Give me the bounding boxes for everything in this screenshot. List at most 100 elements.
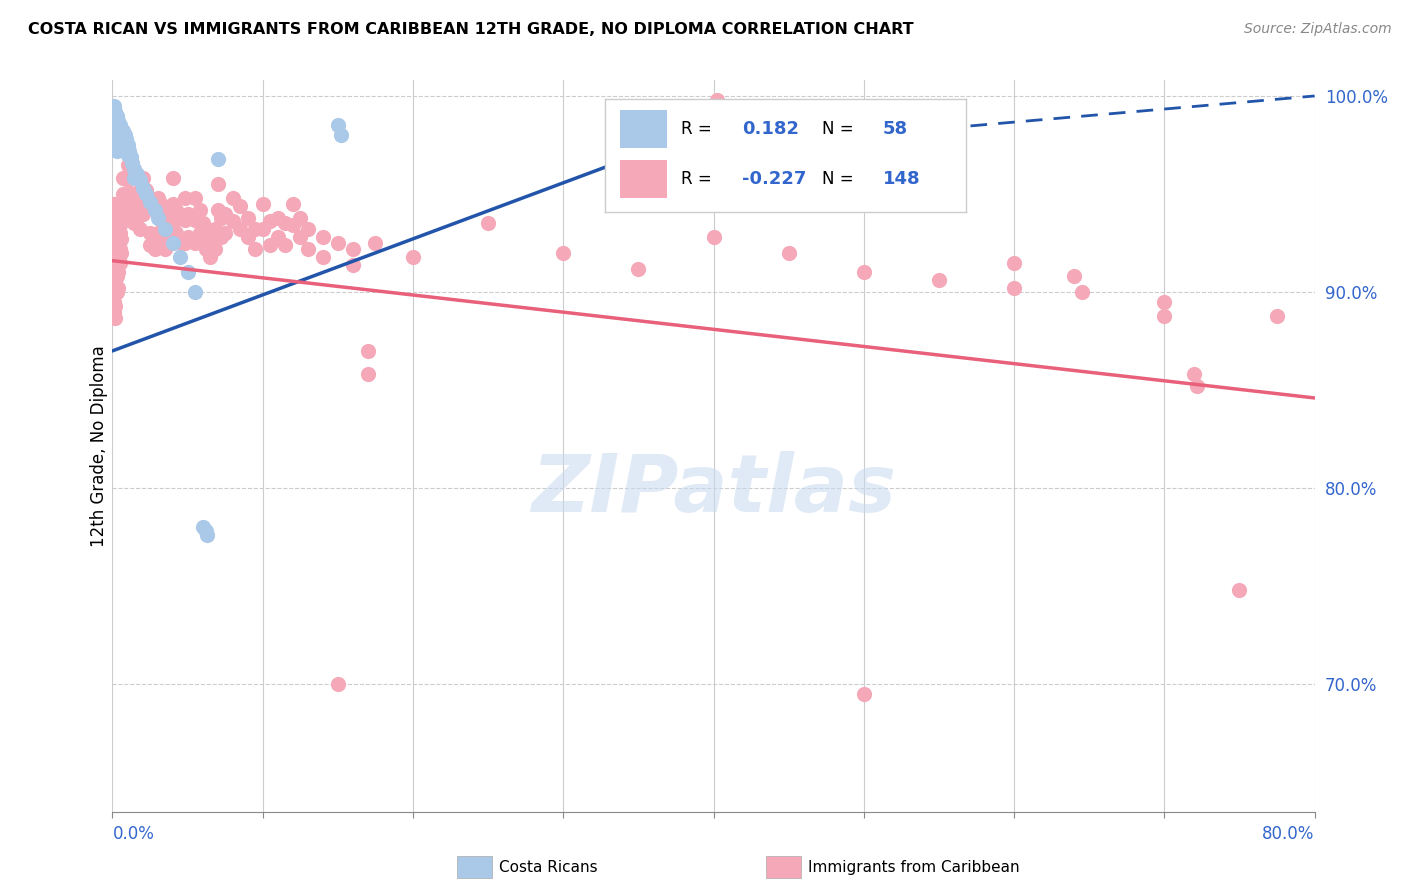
Point (103, 114, 125, 128)
Point (1187, 379, 1209, 393)
Point (143, 242, 166, 256)
Point (107, 122, 129, 136)
Point (108, 211, 131, 225)
Point (105, 230, 128, 244)
Point (120, 171, 142, 186)
Point (259, 214, 281, 228)
Point (135, 196, 157, 211)
Point (104, 128, 127, 143)
Point (222, 214, 245, 228)
Point (1063, 269, 1085, 284)
Point (778, 245, 800, 260)
Point (103, 255, 125, 269)
Point (104, 216, 127, 230)
Point (702, 230, 725, 244)
Point (105, 242, 128, 256)
Point (105, 269, 128, 284)
Point (143, 202, 166, 217)
Point (110, 232, 132, 246)
Point (188, 202, 211, 217)
Point (146, 226, 169, 240)
Text: N =: N = (821, 170, 853, 188)
Point (104, 104, 127, 119)
Point (274, 216, 297, 230)
Point (259, 238, 281, 252)
Point (131, 171, 153, 186)
Point (229, 222, 252, 236)
Point (143, 230, 166, 244)
Point (125, 211, 148, 225)
Point (1002, 255, 1025, 269)
Point (153, 242, 176, 256)
Point (105, 144, 128, 158)
Point (103, 206, 125, 220)
Point (162, 196, 184, 211)
Point (297, 242, 319, 256)
Point (204, 222, 226, 236)
Point (110, 130, 132, 145)
Point (207, 202, 229, 217)
Point (159, 211, 181, 225)
Point (149, 196, 172, 211)
Point (173, 212, 195, 227)
Point (131, 181, 153, 195)
Point (852, 687, 875, 701)
Point (236, 211, 259, 225)
Point (312, 230, 335, 244)
Point (149, 230, 172, 244)
Point (159, 230, 181, 244)
Point (103, 304, 125, 318)
Point (120, 187, 142, 202)
Point (852, 265, 875, 279)
Point (104, 255, 127, 269)
Point (128, 183, 150, 197)
Point (165, 226, 187, 240)
Point (326, 119, 349, 133)
Point (281, 196, 304, 211)
Point (477, 216, 499, 230)
Point (103, 285, 125, 299)
Text: Costa Ricans: Costa Ricans (499, 860, 598, 874)
Text: 58: 58 (883, 120, 908, 138)
Bar (620, 160, 666, 198)
Point (149, 212, 172, 227)
Point (1184, 368, 1206, 382)
Point (122, 202, 145, 217)
Point (114, 206, 136, 220)
Point (135, 187, 157, 202)
Point (105, 119, 128, 133)
Point (111, 171, 134, 186)
Point (115, 211, 138, 225)
Point (110, 216, 132, 230)
Point (110, 122, 132, 136)
Point (553, 245, 575, 260)
Point (169, 250, 191, 264)
Point (357, 343, 380, 358)
Point (103, 275, 125, 289)
Point (117, 138, 139, 153)
Bar (620, 110, 666, 148)
Point (103, 226, 125, 240)
Point (245, 222, 267, 236)
Point (105, 138, 128, 153)
Point (281, 219, 304, 233)
Point (184, 191, 207, 205)
Point (169, 211, 191, 225)
Point (111, 187, 134, 202)
Point (122, 216, 145, 230)
Point (236, 230, 259, 244)
Point (105, 285, 128, 299)
Point (267, 230, 290, 244)
Point (928, 273, 950, 287)
Point (108, 119, 131, 133)
Point (214, 226, 236, 240)
Point (118, 144, 141, 158)
Point (110, 245, 132, 260)
Point (120, 150, 142, 164)
Point (107, 281, 129, 295)
Point (153, 222, 176, 236)
Point (128, 202, 150, 217)
Point (135, 183, 157, 197)
Point (204, 242, 226, 256)
Point (103, 235, 125, 250)
